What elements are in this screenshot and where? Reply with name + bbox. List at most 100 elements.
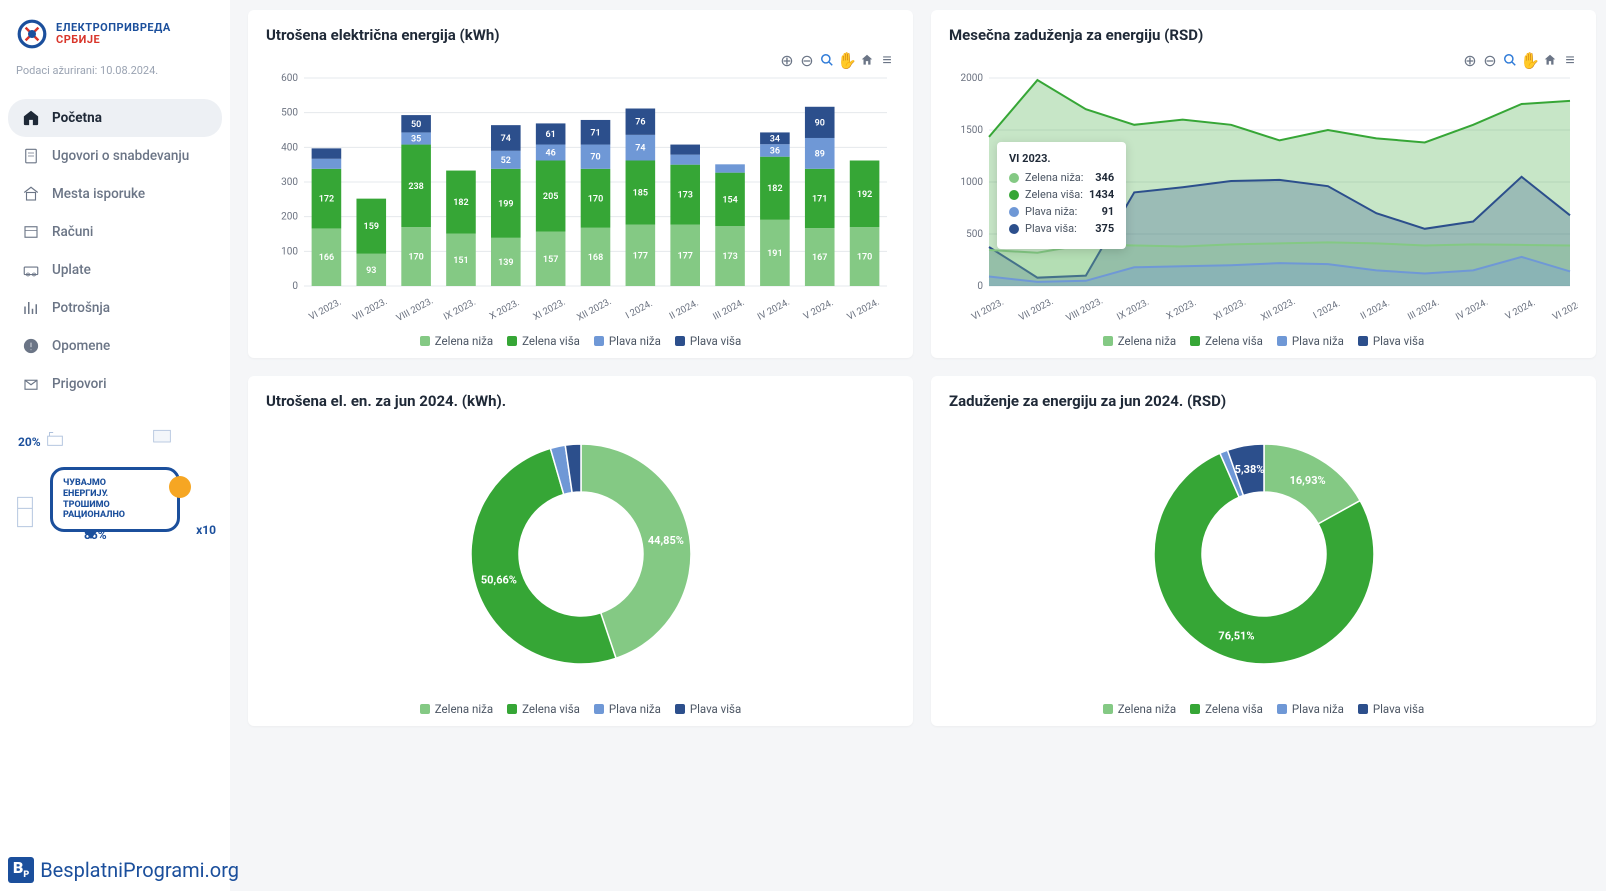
svg-text:199: 199 bbox=[498, 199, 513, 209]
promo-x10: x10 bbox=[196, 523, 216, 537]
bar-chart-svg[interactable]: 0100200300400500600166172VI 2023.93159VI… bbox=[266, 72, 895, 322]
nav-label: Računi bbox=[52, 224, 93, 240]
svg-text:90: 90 bbox=[815, 118, 825, 128]
legend-item[interactable]: Plava viša bbox=[1358, 334, 1424, 348]
svg-text:177: 177 bbox=[633, 251, 648, 261]
zoom-icon[interactable] bbox=[1502, 52, 1518, 68]
nav-item-6[interactable]: Opomene bbox=[8, 327, 222, 365]
zoom-out-icon[interactable]: ⊖ bbox=[1482, 52, 1498, 68]
svg-text:1500: 1500 bbox=[961, 125, 984, 136]
svg-text:400: 400 bbox=[281, 142, 298, 153]
menu-icon[interactable]: ≡ bbox=[879, 52, 895, 68]
legend-item[interactable]: Plava niža bbox=[1277, 334, 1344, 348]
legend-item[interactable]: Zelena niža bbox=[420, 702, 493, 716]
legend-item[interactable]: Zelena viša bbox=[507, 702, 580, 716]
nav-icon bbox=[22, 375, 40, 393]
brand-logo: ЕЛЕКТРОПРИВРЕДА СРБИЈЕ bbox=[0, 12, 230, 62]
pan-icon[interactable]: ✋ bbox=[839, 52, 855, 68]
svg-text:5,38%: 5,38% bbox=[1234, 463, 1264, 476]
svg-text:II 2024.: II 2024. bbox=[1359, 298, 1392, 322]
svg-text:IV 2024.: IV 2024. bbox=[1454, 297, 1490, 322]
chart-tooltip: VI 2023.Zelena niža:346Zelena viša:1434P… bbox=[997, 142, 1126, 249]
legend-item[interactable]: Plava niža bbox=[1277, 702, 1344, 716]
home-icon[interactable] bbox=[859, 52, 875, 68]
svg-text:191: 191 bbox=[767, 249, 782, 259]
home-icon[interactable] bbox=[1542, 52, 1558, 68]
legend-item[interactable]: Zelena niža bbox=[1103, 702, 1176, 716]
donut1-legend: Zelena niža Zelena viša Plava niža Plava vi… bbox=[266, 702, 895, 716]
footer-logo[interactable]: BP BesplatniProgrami.org bbox=[8, 857, 239, 883]
svg-text:300: 300 bbox=[281, 177, 298, 188]
svg-text:XI 2023.: XI 2023. bbox=[532, 297, 568, 322]
donut1-title: Utrošena el. en. za jun 2024. (kWh). bbox=[266, 392, 895, 410]
legend-item[interactable]: Plava viša bbox=[675, 702, 741, 716]
legend-item[interactable]: Zelena viša bbox=[1190, 702, 1263, 716]
svg-text:76,51%: 76,51% bbox=[1218, 629, 1254, 642]
promo-l1: ЧУВАЈМО bbox=[63, 478, 167, 489]
zoom-in-icon[interactable]: ⊕ bbox=[1462, 52, 1478, 68]
nav-item-5[interactable]: Potrošnja bbox=[8, 289, 222, 327]
logo-icon bbox=[16, 18, 48, 50]
nav-item-1[interactable]: Ugovori o snabdevanju bbox=[8, 137, 222, 175]
nav-item-0[interactable]: Početna bbox=[8, 99, 222, 137]
svg-text:157: 157 bbox=[543, 255, 558, 265]
donut1-svg[interactable]: 44,85%50,66% bbox=[266, 418, 895, 690]
area-chart-svg[interactable]: 0500100015002000VI 2023.VII 2023.VIII 20… bbox=[949, 72, 1578, 322]
svg-text:I 2024.: I 2024. bbox=[1311, 298, 1342, 321]
svg-text:46: 46 bbox=[546, 149, 556, 159]
svg-text:1000: 1000 bbox=[961, 177, 984, 188]
tooltip-row: Zelena viša:1434 bbox=[1009, 188, 1114, 201]
svg-text:170: 170 bbox=[408, 253, 423, 263]
svg-text:35: 35 bbox=[411, 134, 421, 144]
svg-text:159: 159 bbox=[364, 222, 379, 232]
svg-text:0: 0 bbox=[977, 281, 983, 292]
area-legend: Zelena niža Zelena viša Plava niža Plava vi… bbox=[949, 334, 1578, 348]
svg-text:70: 70 bbox=[590, 153, 600, 163]
svg-text:71: 71 bbox=[590, 128, 600, 138]
pan-icon[interactable]: ✋ bbox=[1522, 52, 1538, 68]
legend-item[interactable]: Plava viša bbox=[1358, 702, 1424, 716]
legend-item[interactable]: Zelena niža bbox=[1103, 334, 1176, 348]
legend-item[interactable]: Plava niža bbox=[594, 334, 661, 348]
svg-text:XII 2023.: XII 2023. bbox=[1259, 296, 1297, 322]
donut2-svg[interactable]: 16,93%76,51%5,38% bbox=[949, 418, 1578, 690]
nav-item-7[interactable]: Prigovori bbox=[8, 365, 222, 403]
legend-item[interactable]: Plava niža bbox=[594, 702, 661, 716]
card-area-chart: Mesečna zaduženja za energiju (RSD) ⊕ ⊖ … bbox=[931, 10, 1596, 358]
promo-banner[interactable]: 20% 85% x10 ЧУВАЈМО ЕНЕРГИЈУ. ТРОШИМО РА… bbox=[14, 427, 216, 542]
zoom-icon[interactable] bbox=[819, 52, 835, 68]
legend-item[interactable]: Zelena niža bbox=[420, 334, 493, 348]
nav-label: Uplate bbox=[52, 262, 91, 278]
svg-text:100: 100 bbox=[281, 246, 298, 257]
zoom-in-icon[interactable]: ⊕ bbox=[779, 52, 795, 68]
legend-item[interactable]: Plava viša bbox=[675, 334, 741, 348]
nav-item-4[interactable]: Uplate bbox=[8, 251, 222, 289]
nav-icon bbox=[22, 261, 40, 279]
svg-text:200: 200 bbox=[281, 212, 298, 223]
svg-text:X 2023.: X 2023. bbox=[488, 297, 522, 322]
card-bar-chart: Utrošena električna energija (kWh) ⊕ ⊖ ✋… bbox=[248, 10, 913, 358]
nav-item-2[interactable]: Mesta isporuke bbox=[8, 175, 222, 213]
card-donut1: Utrošena el. en. za jun 2024. (kWh). 44,… bbox=[248, 376, 913, 726]
svg-text:VI 2024.: VI 2024. bbox=[1551, 297, 1578, 322]
svg-text:93: 93 bbox=[366, 266, 376, 276]
svg-text:238: 238 bbox=[408, 182, 423, 192]
svg-text:IX 2023.: IX 2023. bbox=[442, 297, 478, 322]
nav-label: Početna bbox=[52, 110, 102, 126]
svg-text:VII 2023.: VII 2023. bbox=[1017, 296, 1055, 322]
svg-text:170: 170 bbox=[588, 194, 603, 204]
svg-text:VIII 2023.: VIII 2023. bbox=[395, 296, 436, 322]
zoom-out-icon[interactable]: ⊖ bbox=[799, 52, 815, 68]
legend-item[interactable]: Zelena viša bbox=[507, 334, 580, 348]
menu-icon[interactable]: ≡ bbox=[1562, 52, 1578, 68]
nav-icon bbox=[22, 337, 40, 355]
svg-text:XII 2023.: XII 2023. bbox=[575, 296, 613, 322]
nav-item-3[interactable]: Računi bbox=[8, 213, 222, 251]
bar-legend: Zelena niža Zelena viša Plava niža Plava vi… bbox=[266, 334, 895, 348]
bp-badge-icon: BP bbox=[8, 857, 34, 883]
legend-item[interactable]: Zelena viša bbox=[1190, 334, 1263, 348]
nav-icon bbox=[22, 147, 40, 165]
svg-text:V 2024.: V 2024. bbox=[1504, 297, 1538, 322]
svg-text:VIII 2023.: VIII 2023. bbox=[1064, 296, 1105, 322]
svg-text:151: 151 bbox=[453, 256, 468, 266]
